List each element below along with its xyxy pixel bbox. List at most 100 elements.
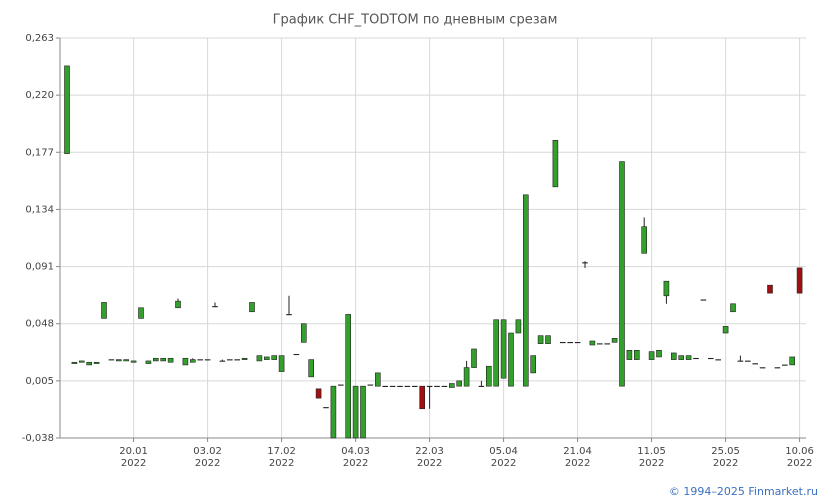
candle-body [293,353,300,356]
candle-body [64,65,70,154]
candle-body [463,367,470,387]
candle-body [522,194,529,387]
x-tick-label: 2022 [491,458,516,469]
x-tick-label: 22.03 [415,446,444,457]
candle-body [86,361,92,366]
candle-body [227,359,233,361]
x-tick-label: 20.01 [119,446,148,457]
y-tick-label: 0,005 [25,376,54,387]
candle-body [138,307,144,319]
candle-body [574,342,581,344]
x-tick-label: 2022 [269,458,294,469]
candle-body [93,361,100,364]
candle-body [130,360,137,363]
candle-body [567,342,574,344]
candle-body [515,319,522,334]
candle-body [404,385,411,387]
candle-body [360,385,366,439]
y-tick-label: 0,048 [25,319,54,330]
candle-body [633,349,640,360]
candle-body [715,359,722,361]
candle-body [611,338,618,343]
candle-body [175,300,181,309]
candle-body [604,343,611,345]
candle-body [707,357,714,360]
candle-body [330,385,337,439]
candle-body [219,360,226,362]
candle-body [485,365,492,387]
x-tick-label: 05.04 [489,446,518,457]
candle-body [241,357,248,360]
candle-body [352,385,359,439]
candle-body [419,385,426,410]
candle-body [693,357,699,360]
candle-body [426,385,433,387]
candle-body [759,367,766,369]
candle-body [678,355,685,360]
candle-body [397,385,403,387]
x-tick-label: 04.03 [341,446,370,457]
candle-body [589,340,596,346]
candle-body [559,342,566,344]
candle-body [167,357,174,363]
x-tick-label: 21.04 [563,446,592,457]
candle-body [641,226,648,254]
candle-body [204,359,211,361]
x-tick-label: 10.06 [785,446,814,457]
y-tick-label: 0,134 [25,204,54,215]
candle-body [367,384,374,386]
candle-body [263,356,270,360]
candle-body [182,357,189,366]
candle-body [493,319,500,387]
candle-body [796,267,803,294]
y-tick-label: 0,220 [25,90,54,101]
candle-body [160,357,166,362]
candle-body [249,302,255,313]
candle-body [508,332,514,387]
candle-body [345,314,352,439]
y-tick-label: 0,263 [25,33,54,44]
candle-body [722,326,729,334]
candle-body [190,359,196,363]
source-link[interactable]: © 1994–2025 Finmarket.ru [669,485,818,498]
candle-body [71,361,78,364]
candle-body [789,356,796,366]
candle-body [656,349,662,358]
candle-body [389,385,396,387]
candle-body [582,262,588,264]
chart-title: График CHF_TODTOM по дневным срезам [273,13,558,28]
candle-body [108,359,115,361]
candle-body [256,355,263,362]
x-tick-label: 2022 [639,458,664,469]
candle-body [456,380,463,387]
candle-body [271,355,278,360]
candle-body [619,161,625,387]
candle-body [685,355,692,360]
x-tick-label: 2022 [195,458,220,469]
candle-body [116,359,122,362]
candle-body [434,385,440,387]
candle-body [145,360,152,364]
candle-body [737,360,744,362]
candle-body [448,383,455,388]
candle-body [670,352,677,360]
x-tick-label: 11.05 [637,446,666,457]
candle-body [752,363,759,365]
x-tick-label: 2022 [343,458,368,469]
candle-body [648,351,655,360]
x-tick-label: 2022 [713,458,738,469]
candle-body [197,359,203,361]
candle-body [767,284,773,294]
candle-body [382,385,389,387]
x-tick-label: 2022 [565,458,590,469]
candle-body [530,355,537,374]
candle-body [596,343,603,345]
candle-body [774,367,781,369]
candle-body [286,314,292,316]
candle-body [626,349,633,360]
candle-body [278,355,285,372]
candle-body [441,385,448,387]
candle-body [123,359,129,362]
candle-body [153,357,159,362]
